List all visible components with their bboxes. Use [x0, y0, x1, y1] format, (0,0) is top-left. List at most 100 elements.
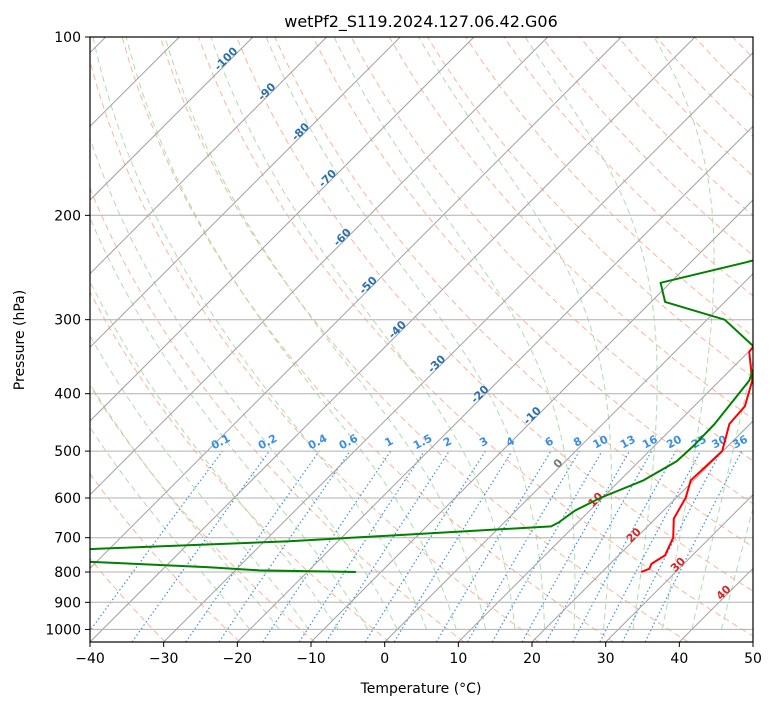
mixing-ratio-line — [599, 450, 702, 642]
mixing-ratio-label: 3 — [477, 434, 490, 449]
dry-adiabat — [694, 37, 753, 98]
isotherm-label: -40 — [386, 318, 409, 341]
x-tick-label: 40 — [670, 651, 688, 667]
y-tick-label: 1000 — [45, 622, 81, 638]
moist-adiabat — [90, 216, 369, 630]
dry-adiabat — [121, 37, 614, 642]
y-tick-label: 800 — [54, 565, 81, 581]
mixing-ratio-label: 30 — [710, 433, 730, 452]
mixing-ratio-label: 6 — [543, 434, 556, 449]
isotherm-line — [457, 346, 753, 642]
isotherm-line — [90, 37, 328, 275]
moist-adiabat — [265, 37, 546, 630]
mixing-ratio-line — [621, 450, 722, 642]
isotherm-line — [90, 37, 475, 422]
y-tick-label: 200 — [54, 208, 81, 224]
mixing-ratio-line — [572, 450, 677, 642]
isotherm-line — [531, 420, 753, 642]
isotherm-line — [236, 125, 753, 642]
dry-adiabat — [388, 37, 753, 420]
moist-adiabat — [333, 37, 576, 630]
mixing-ratio-line — [262, 450, 392, 642]
dewpoint-profile-line — [90, 259, 753, 573]
y-tick-label: 300 — [54, 313, 81, 329]
x-tick-label: −30 — [149, 651, 179, 667]
x-axis-title: Temperature (°C) — [360, 681, 482, 697]
mixing-ratio-line — [218, 450, 351, 642]
isotherm-label: -90 — [255, 80, 278, 103]
mixing-ratio-line — [131, 450, 270, 642]
isotherm-line — [384, 272, 753, 642]
isotherm-line — [90, 37, 622, 570]
y-tick-label: 900 — [54, 595, 81, 611]
isotherm-label: -70 — [316, 167, 339, 190]
isotherm-label: -50 — [357, 273, 380, 296]
dry-adiabat — [90, 186, 465, 642]
x-tick-label: 50 — [744, 651, 762, 667]
dry-adiabat — [274, 37, 753, 548]
moist-adiabat — [653, 37, 715, 630]
dry-adiabat — [159, 37, 689, 642]
mixing-ratio-label: 16 — [640, 433, 660, 452]
x-tick-label: 0 — [380, 651, 389, 667]
moist-adiabat — [90, 280, 339, 630]
isotherm-label: -60 — [331, 226, 354, 249]
y-tick-label: 400 — [54, 387, 81, 403]
dry-adiabat — [656, 37, 753, 138]
moist-adiabat — [90, 382, 280, 630]
mixing-ratio-label: 0.2 — [256, 432, 279, 453]
isotherm-line — [90, 37, 254, 201]
mixing-ratio-label: 0.1 — [209, 432, 232, 453]
isotherm-label: -10 — [521, 404, 544, 427]
y-tick-label: 600 — [54, 491, 81, 507]
x-tick-label: 20 — [523, 651, 541, 667]
dry-adiabat — [350, 37, 753, 462]
mixing-ratio-line — [185, 450, 320, 642]
mixing-ratio-label: 13 — [618, 433, 638, 452]
x-tick-label: 10 — [449, 651, 467, 667]
dry-adiabat — [90, 59, 540, 642]
dry-adiabat — [426, 37, 753, 378]
isotherm-label: -100 — [212, 44, 241, 73]
moist-adiabat — [418, 37, 613, 630]
isotherm-line — [90, 37, 401, 349]
mixing-ratio-line — [545, 450, 653, 642]
mixing-ratio-line — [298, 450, 425, 642]
moist-adiabat — [210, 37, 516, 630]
isotherm-line — [310, 199, 753, 642]
isotherm-label: -30 — [425, 352, 448, 375]
x-tick-label: 30 — [597, 651, 615, 667]
mixing-ratio-label: 20 — [664, 433, 684, 452]
mixing-ratio-label: 1.5 — [411, 432, 434, 453]
mixing-ratio-line — [393, 450, 513, 642]
dry-adiabat — [541, 37, 753, 257]
isotherm-line — [678, 567, 753, 642]
isotherm-line — [163, 51, 753, 642]
isotherm-label: -80 — [289, 120, 312, 143]
dry-adiabat — [90, 291, 390, 642]
moist-adiabat — [92, 37, 428, 630]
mixing-ratio-label: 2 — [441, 434, 454, 449]
isotherm-label: -20 — [468, 383, 491, 406]
moist-adiabat — [90, 136, 398, 630]
dry-adiabat — [732, 37, 753, 59]
moist-adiabat — [125, 37, 457, 630]
mixing-ratio-line — [364, 450, 486, 642]
moist-adiabat — [90, 426, 251, 630]
isotherm-line — [90, 37, 696, 642]
moist-adiabat — [691, 358, 753, 630]
temperature-profile-line — [640, 345, 753, 573]
mixing-ratio-line — [521, 450, 631, 642]
moist-adiabat — [90, 334, 310, 630]
y-tick-label: 700 — [54, 531, 81, 547]
dry-adiabat — [90, 472, 241, 642]
y-tick-label: 500 — [54, 444, 81, 460]
dry-adiabat — [236, 37, 753, 592]
mixing-ratio-label: 1 — [383, 434, 396, 449]
dry-adiabat — [771, 37, 775, 642]
mixing-ratio-label: 0.4 — [306, 432, 330, 453]
mixing-ratio-line — [644, 450, 743, 642]
moist-adiabat — [164, 37, 487, 630]
y-tick-label: 100 — [54, 30, 81, 46]
